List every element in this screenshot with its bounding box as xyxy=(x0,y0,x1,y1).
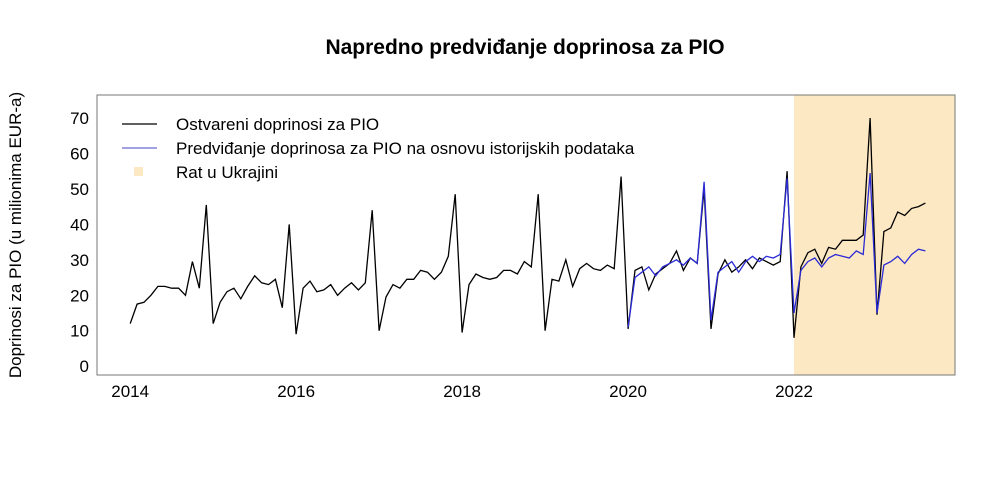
y-tick-label: 0 xyxy=(80,357,89,376)
x-tick-label: 2016 xyxy=(277,382,315,401)
legend-label-forecast: Predviđanje doprinosa za PIO na osnovu i… xyxy=(176,139,635,158)
plot-frame xyxy=(96,94,956,376)
legend-label-actual: Ostvareni doprinosi za PIO xyxy=(176,115,379,134)
y-tick-label: 30 xyxy=(70,251,89,270)
y-axis-label: Doprinosi za PIO (u milionima EUR-a) xyxy=(6,92,25,378)
x-tick-label: 2022 xyxy=(775,382,813,401)
y-tick-label: 60 xyxy=(70,144,89,163)
y-tick-label: 10 xyxy=(70,322,89,341)
legend-label-war: Rat u Ukrajini xyxy=(176,163,278,182)
series-line-forecast xyxy=(627,172,926,328)
x-tick-label: 2020 xyxy=(609,382,647,401)
y-tick-label: 40 xyxy=(70,215,89,234)
legend: Ostvareni doprinosi za PIO Predviđanje d… xyxy=(122,115,635,182)
y-tick-label: 70 xyxy=(70,109,89,128)
chart-title: Napredno predviđanje doprinosa za PIO xyxy=(325,36,724,59)
x-tick-label: 2014 xyxy=(111,382,149,401)
legend-swatch-war xyxy=(134,167,143,176)
y-tick-label: 20 xyxy=(70,286,89,305)
series-line-actual xyxy=(129,117,926,338)
x-tick-label: 2018 xyxy=(443,382,481,401)
y-tick-label: 50 xyxy=(70,180,89,199)
